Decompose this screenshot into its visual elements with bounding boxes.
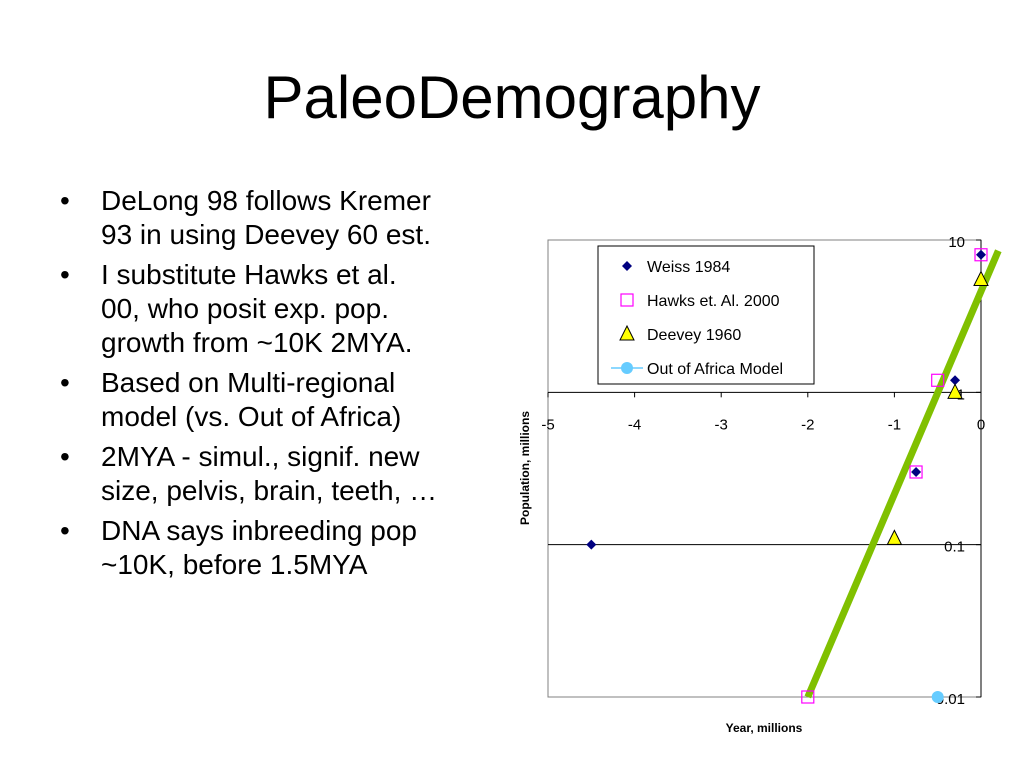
data-point: [973, 270, 989, 287]
bullet-item: • DeLong 98 follows Kremer 93 in using Dee…: [58, 184, 518, 252]
legend-marker: [620, 293, 634, 307]
bullet-item: • 2MYA - simul., signif. new size, pelvis,…: [58, 440, 518, 508]
bullet-dot-icon: •: [60, 259, 70, 290]
trendline: [804, 249, 1002, 699]
x-tick-label: -5: [541, 416, 554, 433]
data-point: [976, 249, 986, 260]
data-point: [931, 373, 945, 387]
x-tick-label: -4: [628, 416, 641, 433]
x-tick-label: -3: [715, 416, 728, 433]
bullet-item: • DNA says inbreeding pop ~10K, before 1.5…: [58, 514, 518, 582]
bullet-dot-icon: •: [60, 441, 70, 472]
bullet-line: DeLong 98 follows Kremer: [101, 185, 431, 216]
y-tick-label: 0.1: [944, 539, 965, 556]
data-point: [911, 466, 922, 477]
data-point: [909, 465, 923, 479]
data-point: [586, 539, 597, 550]
data-point: [947, 383, 963, 399]
bullet-item: • Based on Multi-regional model (vs. Out o…: [58, 366, 518, 434]
data-point: [931, 691, 944, 703]
data-point: [801, 690, 815, 704]
x-tick-label: -1: [888, 416, 901, 433]
bullet-line: I substitute Hawks et al.: [101, 259, 397, 290]
bullet-line: size, pelvis, brain, teeth, …: [101, 475, 438, 506]
legend-marker: [622, 261, 632, 271]
bullet-line: model (vs. Out of Africa): [101, 401, 402, 432]
bullet-list: • DeLong 98 follows Kremer 93 in using Dee…: [58, 184, 518, 588]
bullet-dot-icon: •: [60, 515, 70, 546]
data-point: [950, 375, 961, 386]
legend-marker: [619, 324, 635, 341]
bullet-line: ~10K, before 1.5MYA: [101, 549, 368, 580]
bullet-dot-icon: •: [60, 367, 70, 398]
legend-box: [597, 245, 815, 385]
bullet-line: 00, who posit exp. pop.: [101, 293, 389, 324]
legend-label: Weiss 1984: [647, 259, 730, 276]
legend-marker: [621, 362, 633, 374]
bullet-line: 2MYA - simul., signif. new: [101, 441, 420, 472]
bullet-item: • I substitute Hawks et al. 00, who posit …: [58, 258, 518, 360]
bullet-line: Based on Multi-regional: [101, 367, 396, 398]
data-point: [974, 248, 988, 262]
legend-label: Out of Africa Model: [647, 361, 783, 378]
y-axis-title: Population, millions: [518, 411, 532, 525]
data-point: [886, 529, 903, 545]
x-tick-label: -2: [801, 416, 814, 433]
x-axis-title: Year, millions: [726, 721, 803, 735]
slide-title: PaleoDemography: [263, 64, 761, 131]
bullet-line: DNA says inbreeding pop: [101, 515, 417, 546]
bullet-dot-icon: •: [60, 185, 70, 216]
bullet-line: 93 in using Deevey 60 est.: [101, 219, 431, 250]
legend-label: Deevey 1960: [647, 327, 741, 344]
legend-label: Hawks et. Al. 2000: [647, 293, 780, 310]
bullet-line: growth from ~10K 2MYA.: [101, 327, 413, 358]
y-tick-label: 10: [948, 234, 965, 251]
